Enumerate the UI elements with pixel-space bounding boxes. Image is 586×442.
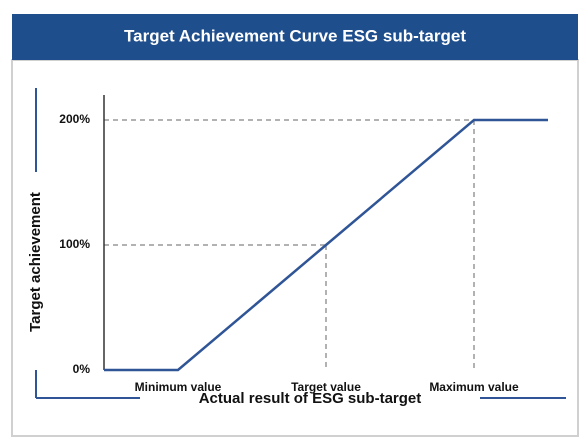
y-tick-label: 200% [59,112,90,126]
header-bar [12,14,578,60]
x-tick-label: Maximum value [429,380,519,394]
y-tick-label: 0% [73,362,91,376]
y-axis-label: Target achievement [27,192,44,332]
x-tick-label: Minimum value [135,380,222,394]
x-axis-label: Actual result of ESG sub-target [199,390,422,407]
chart-title: Target Achievement Curve ESG sub-target [124,26,466,45]
y-tick-label: 100% [59,237,90,251]
x-tick-label: Target value [291,380,361,394]
line [104,118,548,372]
